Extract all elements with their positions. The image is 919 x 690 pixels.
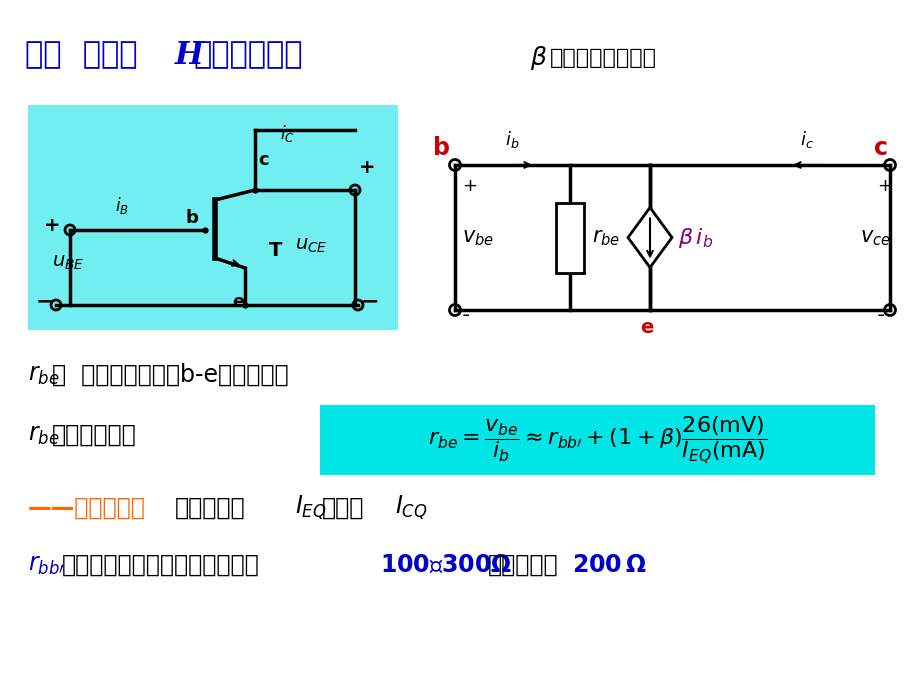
Text: $\mathbf{-}$: $\mathbf{-}$ — [359, 290, 378, 310]
Text: $i_b$: $i_b$ — [505, 129, 519, 150]
Text: $r_{be}$: $r_{be}$ — [591, 228, 619, 248]
Text: $\mathbf{+}$: $\mathbf{+}$ — [43, 215, 60, 235]
Text: $v_{be}$: $v_{be}$ — [461, 228, 494, 248]
Text: $\mathbf{200\,\Omega}$: $\mathbf{200\,\Omega}$ — [572, 553, 646, 577]
Bar — [28, 105, 398, 330]
Text: $\mathbf{c}$: $\mathbf{c}$ — [872, 136, 887, 160]
Text: 近似为: 近似为 — [322, 496, 364, 520]
Text: $i_C$: $i_C$ — [279, 123, 294, 144]
Text: 间，一般取: 间，一般取 — [487, 553, 558, 577]
Text: $\mathbf{b}$: $\mathbf{b}$ — [432, 136, 449, 160]
Text: 可用公式估算: 可用公式估算 — [52, 423, 137, 447]
Text: $I_{EQ}$: $I_{EQ}$ — [295, 494, 326, 522]
Text: $\mathbf{e}$: $\mathbf{e}$ — [232, 293, 245, 311]
Text: $\mathbf{100－300\Omega}$: $\mathbf{100－300\Omega}$ — [380, 553, 511, 577]
Text: $\mathbf{e}$: $\mathbf{e}$ — [640, 318, 653, 337]
Text: $i_B$: $i_B$ — [115, 195, 129, 215]
Text: $r_{be}$: $r_{be}$ — [28, 363, 60, 387]
Text: 一、  晶体管: 一、 晶体管 — [25, 41, 137, 70]
Text: ：  小信号作用下的b-e间动态电阻: ： 小信号作用下的b-e间动态电阻 — [52, 363, 289, 387]
Text: 参数等效模型: 参数等效模型 — [193, 41, 302, 70]
Text: $\mathbf{+}$: $\mathbf{+}$ — [357, 157, 374, 177]
Text: $+$: $+$ — [461, 177, 477, 195]
Text: $\mathbf{b}$: $\mathbf{b}$ — [185, 209, 199, 227]
Text: $i_c$: $i_c$ — [800, 129, 813, 150]
Text: $\beta$: $\beta$ — [529, 44, 547, 72]
Text: 通常，可将: 通常，可将 — [175, 496, 245, 520]
Text: $\bar{\ }$: $\bar{\ }$ — [876, 302, 884, 321]
Text: $r_{be}$: $r_{be}$ — [28, 423, 60, 447]
Text: $\bar{\ }$: $\bar{\ }$ — [461, 302, 470, 321]
Text: $+$: $+$ — [876, 177, 891, 195]
Text: $I_{CQ}$: $I_{CQ}$ — [394, 494, 427, 522]
Text: H: H — [175, 39, 204, 70]
Bar — [555, 202, 584, 273]
Bar — [320, 405, 874, 475]
Text: $v_{ce}$: $v_{ce}$ — [859, 228, 890, 248]
Text: 一般用测试仪测出: 一般用测试仪测出 — [550, 48, 656, 68]
Text: $u_{CE}$: $u_{CE}$ — [295, 235, 327, 255]
Text: $\beta\,i_b$: $\beta\,i_b$ — [677, 226, 712, 250]
Text: 是基区体电阻，低频小功率管在: 是基区体电阻，低频小功率管在 — [62, 553, 259, 577]
Text: $u_{BE}$: $u_{BE}$ — [52, 253, 85, 271]
Text: $\mathbf{T}$: $\mathbf{T}$ — [267, 241, 283, 259]
Polygon shape — [628, 208, 671, 268]
Text: $\mathbf{-}$: $\mathbf{-}$ — [35, 290, 53, 310]
Text: $\mathbf{c}$: $\mathbf{c}$ — [257, 151, 269, 169]
Text: $r_{bb\prime}$: $r_{bb\prime}$ — [28, 553, 65, 577]
Text: $r_{be} = \dfrac{v_{be}}{i_b} \approx r_{bb\prime} + (1+\beta)\dfrac{26(\mathrm{: $r_{be} = \dfrac{v_{be}}{i_b} \approx r_… — [427, 414, 766, 466]
Text: ——公式重要！: ——公式重要！ — [28, 496, 146, 520]
